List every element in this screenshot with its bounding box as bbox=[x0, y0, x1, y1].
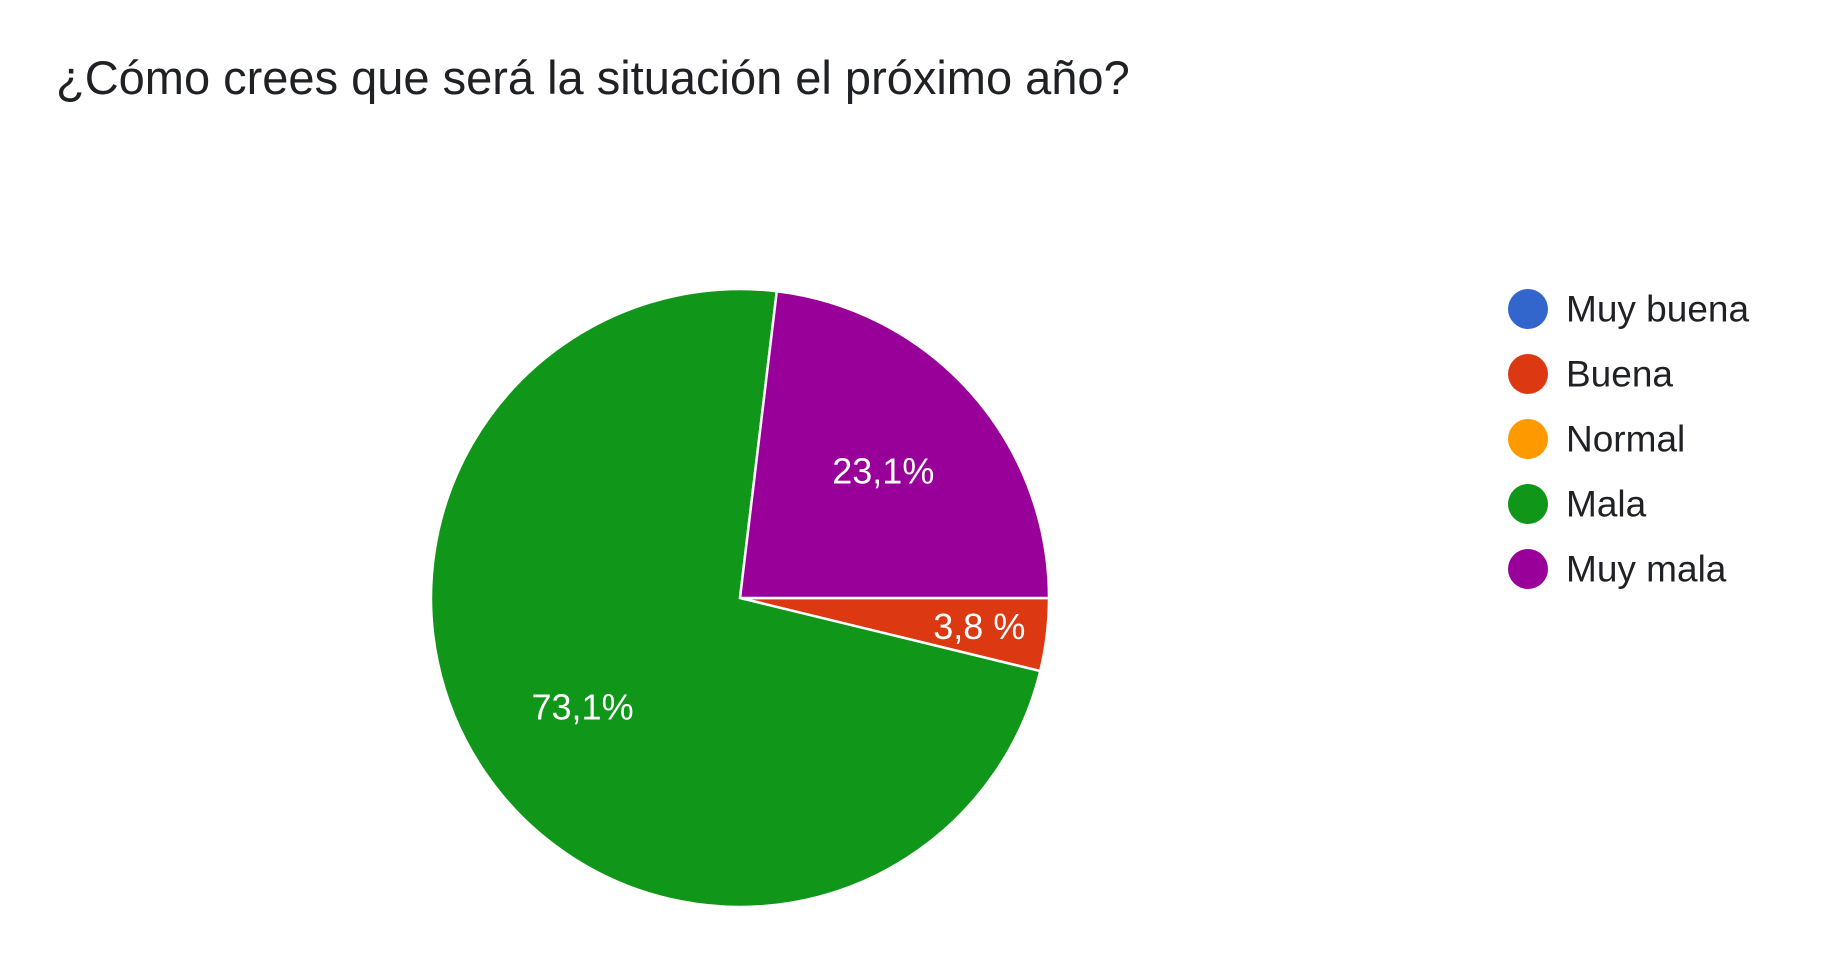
pie-slice-labels: 3,8 % 73,1% 23,1% bbox=[532, 450, 1026, 727]
slice-label-muy-mala: 23,1% bbox=[832, 450, 934, 491]
legend-item-normal[interactable]: Normal bbox=[1508, 419, 1685, 460]
legend-item-muy-buena[interactable]: Muy buena bbox=[1508, 289, 1749, 330]
chart-legend: Muy buena Buena Normal Mala Muy mala bbox=[1508, 289, 1749, 590]
pie-slice-mala[interactable] bbox=[429, 287, 1042, 909]
chart-title: ¿Cómo crees que será la situación el pró… bbox=[56, 51, 1130, 104]
pie-slices bbox=[429, 287, 1051, 909]
legend-item-buena[interactable]: Buena bbox=[1508, 354, 1673, 395]
legend-swatch-muy-buena bbox=[1508, 289, 1548, 329]
legend-label-mala: Mala bbox=[1566, 484, 1647, 525]
slice-label-mala: 73,1% bbox=[532, 687, 634, 728]
legend-swatch-normal bbox=[1508, 419, 1548, 459]
slice-label-buena: 3,8 % bbox=[933, 606, 1025, 647]
legend-item-muy-mala[interactable]: Muy mala bbox=[1508, 549, 1727, 590]
pie-slice-muy-mala[interactable] bbox=[738, 289, 1051, 600]
legend-item-mala[interactable]: Mala bbox=[1508, 484, 1647, 525]
legend-label-normal: Normal bbox=[1566, 419, 1685, 460]
legend-label-muy-buena: Muy buena bbox=[1566, 289, 1749, 330]
legend-swatch-mala bbox=[1508, 484, 1548, 524]
legend-label-buena: Buena bbox=[1566, 354, 1673, 395]
legend-swatch-muy-mala bbox=[1508, 549, 1548, 589]
legend-swatch-buena bbox=[1508, 354, 1548, 394]
legend-label-muy-mala: Muy mala bbox=[1566, 549, 1727, 590]
